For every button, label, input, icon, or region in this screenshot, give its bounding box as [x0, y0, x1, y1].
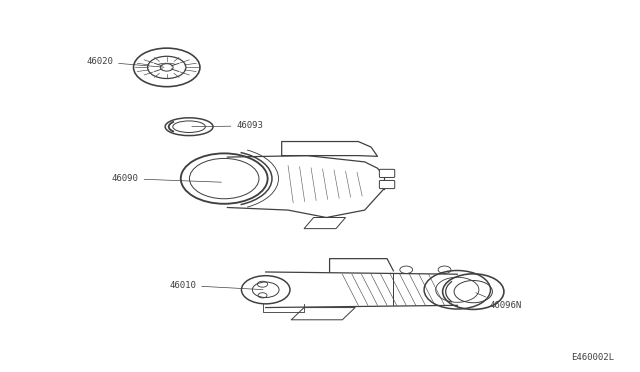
FancyBboxPatch shape: [380, 180, 395, 189]
Text: 46090: 46090: [112, 174, 221, 183]
Text: E460002L: E460002L: [571, 353, 614, 362]
FancyBboxPatch shape: [380, 169, 395, 177]
Text: 46093: 46093: [192, 122, 263, 131]
Text: 46010: 46010: [169, 281, 263, 290]
Text: 46020: 46020: [86, 57, 164, 67]
Text: 46096N: 46096N: [476, 293, 522, 310]
